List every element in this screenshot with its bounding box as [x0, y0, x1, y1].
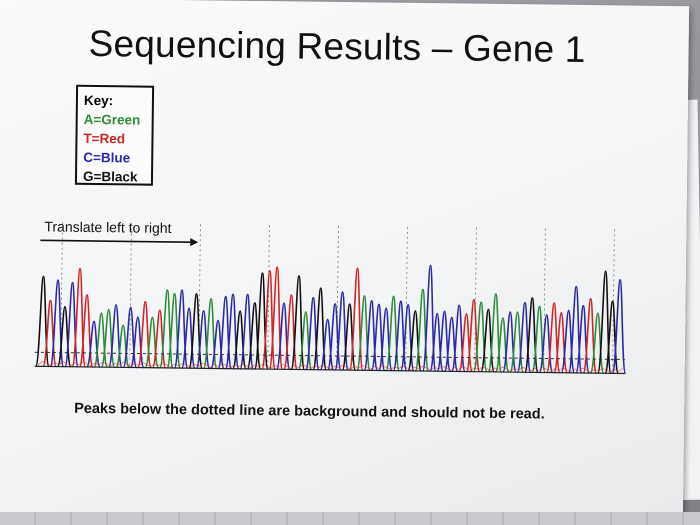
marker-line [267, 225, 270, 370]
peak-g [232, 310, 247, 370]
peak-a [144, 316, 160, 369]
baseline [34, 365, 625, 375]
peak-a [297, 311, 313, 371]
peak-c [611, 279, 627, 375]
peak-t [458, 313, 474, 373]
right-arrow-icon [40, 238, 199, 247]
background-noise [38, 360, 623, 373]
peak-c [560, 309, 576, 374]
peak-c [64, 281, 79, 368]
threshold-note: Peaks below the dotted line are backgrou… [74, 400, 545, 423]
peak-c [538, 314, 554, 374]
peak-a [115, 324, 130, 369]
key-item-c: C=Blue [83, 149, 131, 166]
peak-a [93, 312, 109, 368]
peak-c [443, 316, 459, 373]
peak-c [516, 301, 532, 374]
peak-a [494, 317, 510, 373]
chromatogram-peaks [34, 264, 627, 375]
marker-line [543, 228, 546, 373]
key-item-t: T=Red [83, 130, 126, 147]
peak-c [210, 319, 225, 370]
peak-a [100, 308, 116, 369]
peak-c [319, 318, 335, 371]
marker-line [612, 229, 615, 374]
peak-g [407, 310, 422, 372]
peak-t [151, 309, 167, 369]
peak-a [414, 288, 430, 372]
peak-g [56, 305, 72, 368]
peak-g [604, 300, 620, 375]
marker-line [129, 223, 132, 368]
peak-c [429, 312, 444, 373]
marker-line [405, 226, 408, 371]
peak-c [575, 304, 590, 374]
color-key: Key: A=Green T=Red C=Blue G=Black [74, 84, 155, 186]
chromatogram [34, 222, 627, 375]
peak-c [195, 309, 211, 370]
peak-t [283, 294, 298, 371]
poster-title: Sequencing Results – Gene 1 [88, 22, 586, 70]
peak-c [305, 296, 320, 371]
peak-g [480, 308, 495, 373]
key-item-g: G=Black [82, 168, 138, 185]
surface-edge [0, 512, 700, 525]
peak-c [180, 307, 196, 370]
peak-c [86, 320, 101, 368]
peak-c [129, 316, 145, 369]
marker-line [474, 227, 477, 372]
peak-a [589, 312, 605, 375]
peak-c [378, 307, 393, 372]
key-item-a: A=Green [83, 111, 141, 128]
marker-line [336, 225, 339, 370]
peak-a [509, 311, 525, 374]
key-heading: Key: [83, 92, 114, 109]
threshold-line [34, 351, 625, 360]
